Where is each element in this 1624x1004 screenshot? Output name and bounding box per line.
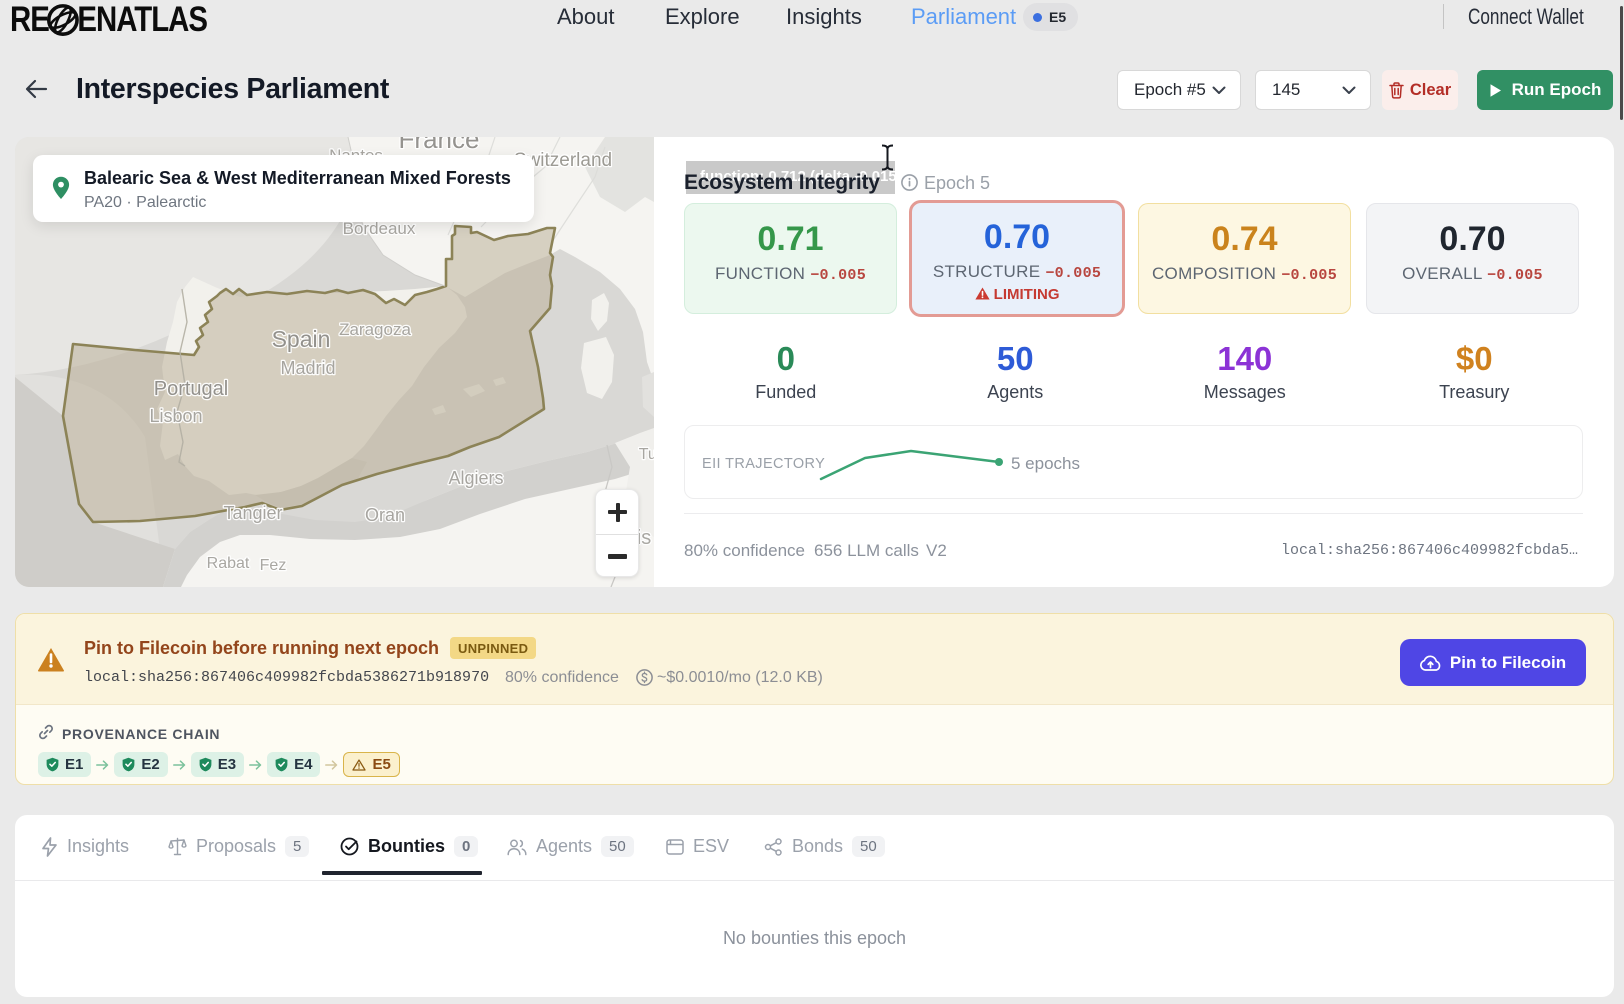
svg-text:Rabat: Rabat: [207, 555, 250, 572]
svg-text:Spain: Spain: [272, 326, 331, 352]
svg-text:Algiers: Algiers: [448, 468, 503, 488]
svg-text:Switzerland: Switzerland: [514, 150, 612, 171]
svg-text:Lisbon: Lisbon: [149, 406, 202, 426]
svg-text:Oran: Oran: [365, 505, 405, 525]
svg-text:Tunis: Tunis: [639, 446, 654, 463]
svg-text:Tangier: Tangier: [223, 503, 282, 523]
svg-text:France: France: [399, 137, 480, 154]
svg-text:Bordeaux: Bordeaux: [343, 219, 416, 238]
svg-text:Portugal: Portugal: [154, 378, 229, 400]
svg-text:Zaragoza: Zaragoza: [339, 320, 411, 339]
svg-text:Fez: Fez: [260, 557, 287, 574]
svg-text:Madrid: Madrid: [280, 358, 335, 378]
svg-text:is: is: [637, 527, 651, 549]
